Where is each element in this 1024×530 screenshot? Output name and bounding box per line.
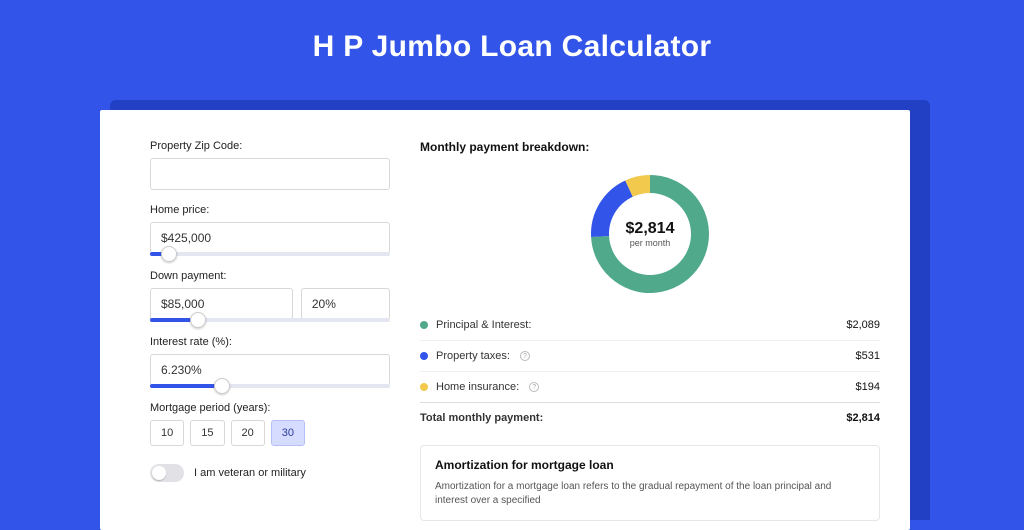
veteran-row: I am veteran or military [150,464,390,482]
interest-rate-field: Interest rate (%): [150,336,390,388]
home-price-slider[interactable] [150,252,390,256]
calculator-card: Property Zip Code: Home price: Down paym… [100,110,910,530]
zip-field: Property Zip Code: [150,140,390,190]
total-label: Total monthly payment: [420,412,543,424]
down-payment-amount-input[interactable] [150,288,293,320]
amortization-card: Amortization for mortgage loan Amortizat… [420,445,880,521]
interest-rate-slider[interactable] [150,384,390,388]
breakdown-row: Principal & Interest: $2,089 [420,310,880,340]
legend-dot [420,383,428,391]
veteran-label: I am veteran or military [194,467,306,479]
down-payment-field: Down payment: [150,270,390,322]
total-value: $2,814 [846,412,880,424]
breakdown-value: $194 [856,381,880,393]
amortization-title: Amortization for mortgage loan [435,458,865,472]
home-price-field: Home price: [150,204,390,256]
donut-value: $2,814 [626,220,675,238]
period-btn-10[interactable]: 10 [150,420,184,446]
donut-center: $2,814 per month [626,220,675,248]
slider-thumb[interactable] [214,378,230,394]
donut-subtitle: per month [626,238,675,248]
period-buttons: 1015 2030 [150,420,390,446]
toggle-knob [152,466,166,480]
inputs-column: Property Zip Code: Home price: Down paym… [150,140,390,530]
total-row: Total monthly payment: $2,814 [420,402,880,433]
breakdown-rows: Principal & Interest: $2,089 Property taxe… [420,310,880,402]
interest-rate-label: Interest rate (%): [150,336,390,348]
breakdown-value: $531 [856,350,880,362]
period-btn-30[interactable]: 30 [271,420,305,446]
donut-container: $2,814 per month [420,168,880,310]
interest-rate-input[interactable] [150,354,390,386]
veteran-toggle[interactable] [150,464,184,482]
down-payment-slider[interactable] [150,318,390,322]
period-btn-15[interactable]: 15 [190,420,224,446]
page-title: H P Jumbo Loan Calculator [0,0,1024,86]
zip-label: Property Zip Code: [150,140,390,152]
breakdown-column: Monthly payment breakdown: $2,814 per mo… [420,140,880,530]
breakdown-label: Principal & Interest: [436,319,531,331]
legend-dot [420,321,428,329]
legend-dot [420,352,428,360]
home-price-label: Home price: [150,204,390,216]
breakdown-row: Property taxes:? $531 [420,340,880,371]
donut-chart: $2,814 per month [590,174,710,294]
mortgage-period-field: Mortgage period (years): 1015 2030 [150,402,390,446]
breakdown-row: Home insurance:? $194 [420,371,880,402]
donut-slice [629,184,650,189]
breakdown-title: Monthly payment breakdown: [420,140,880,154]
down-payment-label: Down payment: [150,270,390,282]
home-price-input[interactable] [150,222,390,254]
info-icon[interactable]: ? [529,382,539,392]
breakdown-label: Property taxes: [436,350,510,362]
slider-thumb[interactable] [161,246,177,262]
zip-input[interactable] [150,158,390,190]
mortgage-period-label: Mortgage period (years): [150,402,390,414]
amortization-text: Amortization for a mortgage loan refers … [435,480,865,508]
down-payment-pct-input[interactable] [301,288,390,320]
slider-fill [150,384,222,388]
breakdown-label: Home insurance: [436,381,519,393]
info-icon[interactable]: ? [520,351,530,361]
slider-thumb[interactable] [190,312,206,328]
period-btn-20[interactable]: 20 [231,420,265,446]
breakdown-value: $2,089 [846,319,880,331]
